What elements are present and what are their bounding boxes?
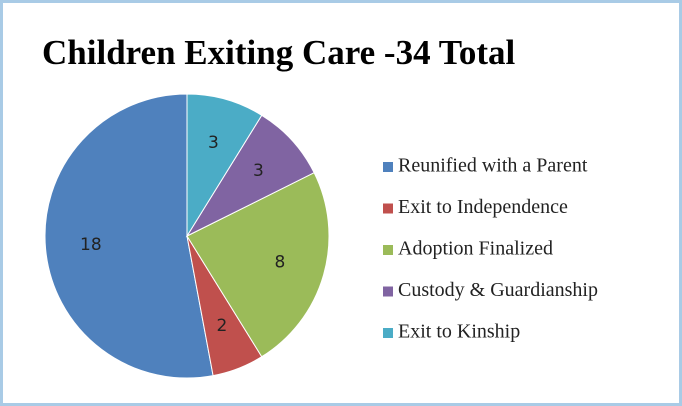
legend-swatch (383, 162, 393, 172)
legend-swatch (383, 203, 393, 214)
data-label: 3 (208, 133, 219, 153)
legend-label: Adoption Finalized (398, 238, 553, 260)
legend-label: Exit to Independence (398, 196, 568, 218)
data-label: 18 (80, 235, 102, 255)
pie-slice (186, 93, 263, 238)
pie-slice (44, 93, 214, 379)
legend-label: Exit to Kinship (398, 321, 520, 343)
data-label: 8 (274, 252, 285, 272)
legend-swatch (383, 245, 393, 255)
data-label: 3 (253, 161, 264, 181)
chart-title: Children Exiting Care -34 Total (42, 33, 515, 72)
legend-label: Reunified with a Parent (398, 155, 588, 177)
legend-label: Custody & Guardianship (398, 279, 598, 301)
data-label: 2 (216, 316, 227, 336)
legend-swatch (383, 328, 393, 338)
legend-swatch (383, 286, 393, 297)
